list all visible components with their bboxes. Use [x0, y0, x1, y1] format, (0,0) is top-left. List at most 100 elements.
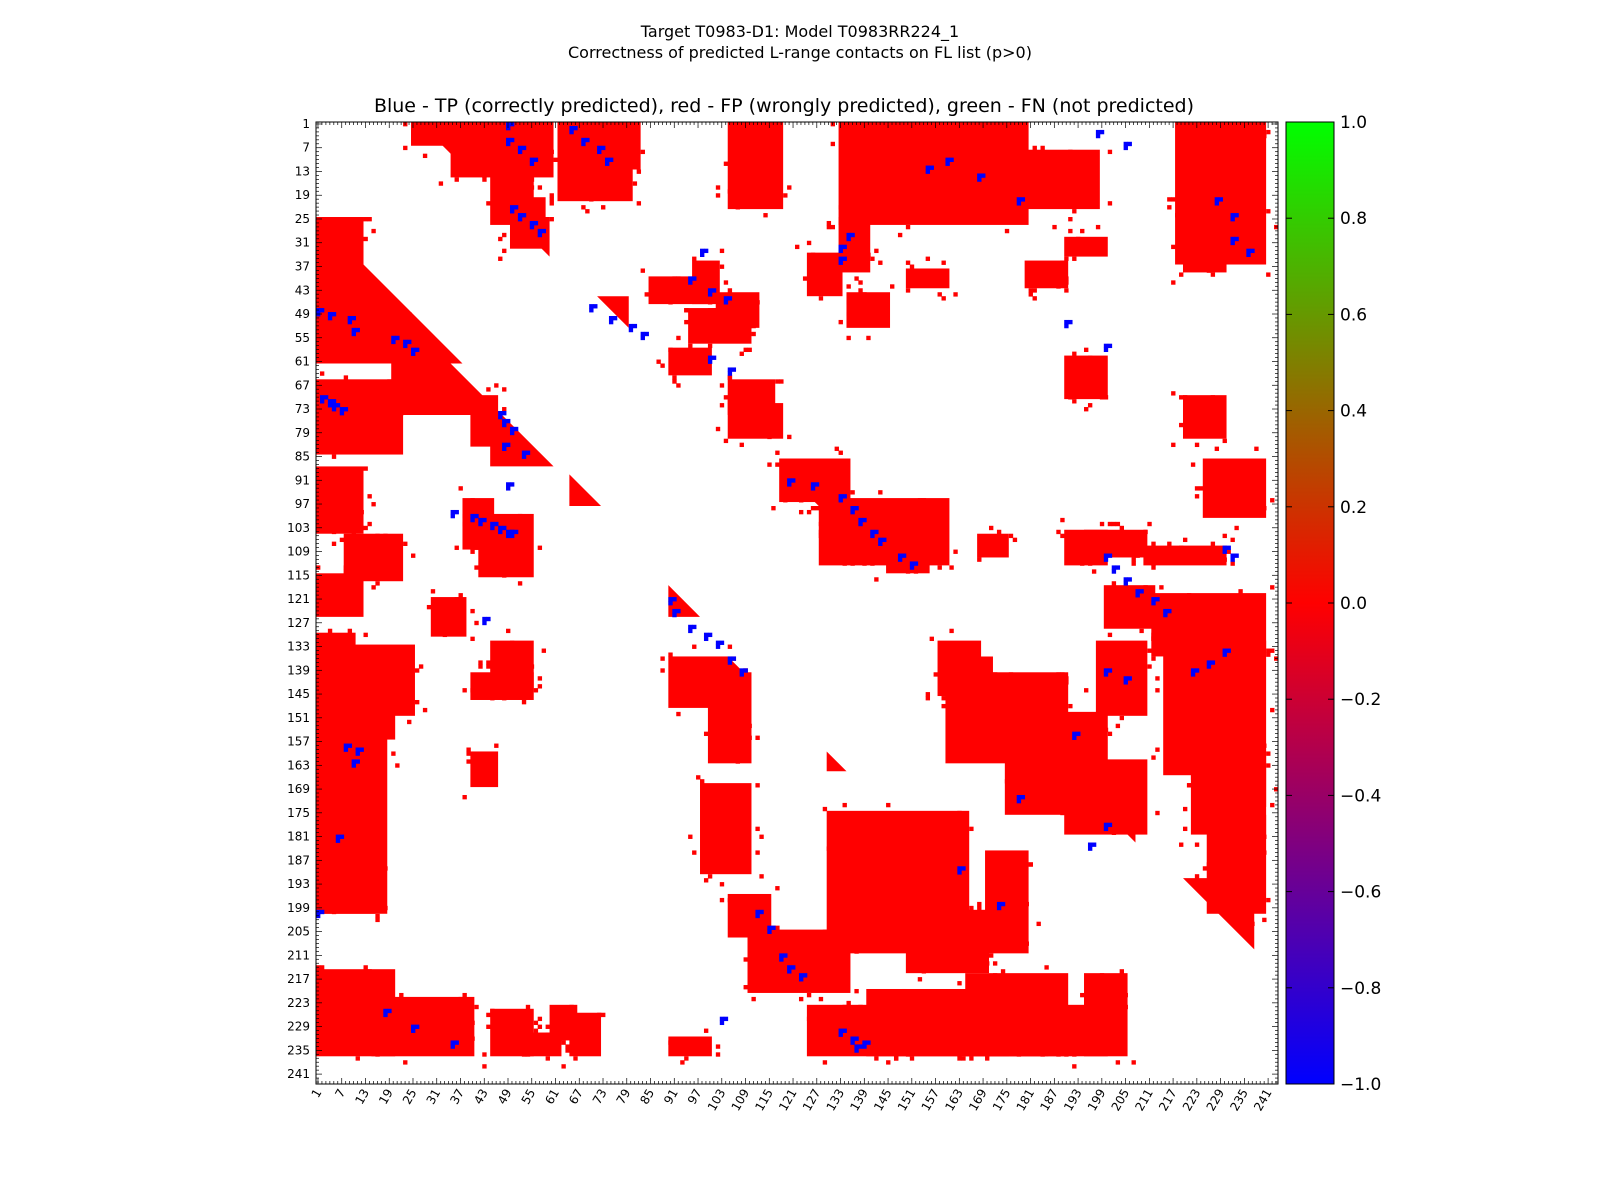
fp-contact [882, 1001, 886, 1005]
tp-contact [1191, 672, 1195, 676]
fp-contact [371, 740, 375, 744]
x-tick-label: 199 [1085, 1087, 1109, 1114]
fp-contact [1056, 1025, 1060, 1029]
fp-contact [894, 870, 898, 874]
fp-contact [522, 518, 526, 522]
fp-contact [470, 550, 474, 554]
fp-contact [1238, 130, 1242, 134]
fp-contact [973, 938, 977, 942]
fp-contact [383, 906, 387, 910]
tp-contact [744, 668, 748, 672]
fp-contact [1211, 637, 1215, 641]
fp-contact [1044, 1025, 1048, 1029]
fp-contact [1215, 554, 1219, 558]
fp-contact [367, 332, 371, 336]
fp-contact [771, 407, 775, 411]
fp-contact [1112, 581, 1116, 585]
fp-contact [1167, 542, 1171, 546]
fp-contact [494, 383, 498, 387]
fp-contact [1021, 1040, 1025, 1044]
fp-contact [1080, 1036, 1084, 1040]
fp-contact [1207, 767, 1211, 771]
fp-contact [1064, 276, 1068, 280]
fp-contact [961, 815, 965, 819]
fp-contact [902, 989, 906, 993]
fp-contact [1223, 557, 1227, 561]
fp-block [839, 122, 1029, 225]
fp-contact [356, 245, 360, 249]
fp-contact [728, 696, 732, 700]
fp-contact [554, 158, 558, 162]
fp-contact [1033, 296, 1037, 300]
fp-contact [763, 158, 767, 162]
colorbar-tick-label: 0.8 [1340, 209, 1367, 229]
fp-contact [510, 189, 514, 193]
fp-contact [554, 1040, 558, 1044]
fp-contact [395, 431, 399, 435]
fp-contact [486, 664, 490, 668]
fp-contact [1080, 783, 1084, 787]
fp-contact [1025, 1048, 1029, 1052]
fp-contact [1155, 688, 1159, 692]
tp-contact [502, 419, 506, 423]
tp-contact [1195, 668, 1199, 672]
fp-contact [1080, 245, 1084, 249]
tp-contact [1104, 668, 1108, 672]
fp-contact [1100, 241, 1104, 245]
fp-contact [1167, 744, 1171, 748]
fp-contact [447, 629, 451, 633]
fp-contact [589, 197, 593, 201]
fp-contact [1072, 747, 1076, 751]
fp-contact [462, 514, 466, 518]
fp-contact [878, 530, 882, 534]
fp-contact [332, 455, 336, 459]
fp-contact [569, 1005, 573, 1009]
tp-contact [1219, 197, 1223, 201]
fp-contact [565, 1044, 569, 1048]
fp-contact [930, 1021, 934, 1025]
fp-contact [1254, 755, 1258, 759]
fp-contact [846, 1001, 850, 1005]
fp-contact [862, 526, 866, 530]
y-tick-label: 211 [287, 948, 310, 962]
fp-contact [831, 142, 835, 146]
tp-contact [1108, 344, 1112, 348]
fp-contact [411, 375, 415, 379]
tp-contact [704, 637, 708, 641]
fp-contact [502, 249, 506, 253]
fp-contact [478, 126, 482, 130]
tp-contact [839, 1029, 843, 1033]
fp-contact [375, 692, 379, 696]
x-tick-label: 229 [1204, 1087, 1228, 1114]
fp-contact [371, 751, 375, 755]
fp-contact [997, 882, 1001, 886]
fp-contact [728, 645, 732, 649]
fp-contact [1104, 728, 1108, 732]
fp-contact [526, 1033, 530, 1037]
fp-contact [720, 882, 724, 886]
fp-contact [360, 510, 364, 514]
fp-block [807, 253, 843, 297]
fp-contact [534, 229, 538, 233]
fp-contact [1052, 162, 1056, 166]
tp-contact [502, 447, 506, 451]
fp-contact [744, 985, 748, 989]
fp-contact [506, 150, 510, 154]
fp-contact [387, 993, 391, 997]
colorbar-tick-label: 0.2 [1340, 498, 1367, 518]
fp-contact [1266, 130, 1270, 134]
fp-contact [874, 296, 878, 300]
tp-contact [759, 910, 763, 914]
fp-contact [1132, 561, 1136, 565]
x-tick-label: 145 [871, 1087, 895, 1114]
fp-contact [1001, 985, 1005, 989]
tp-contact [1191, 668, 1195, 672]
fp-contact [941, 704, 945, 708]
y-tick-label: 61 [295, 355, 310, 369]
fp-contact [926, 1005, 930, 1009]
fp-contact [1195, 189, 1199, 193]
fp-contact [1037, 700, 1041, 704]
tp-contact [403, 340, 407, 344]
fp-contact [340, 656, 344, 660]
tp-contact [332, 407, 336, 411]
